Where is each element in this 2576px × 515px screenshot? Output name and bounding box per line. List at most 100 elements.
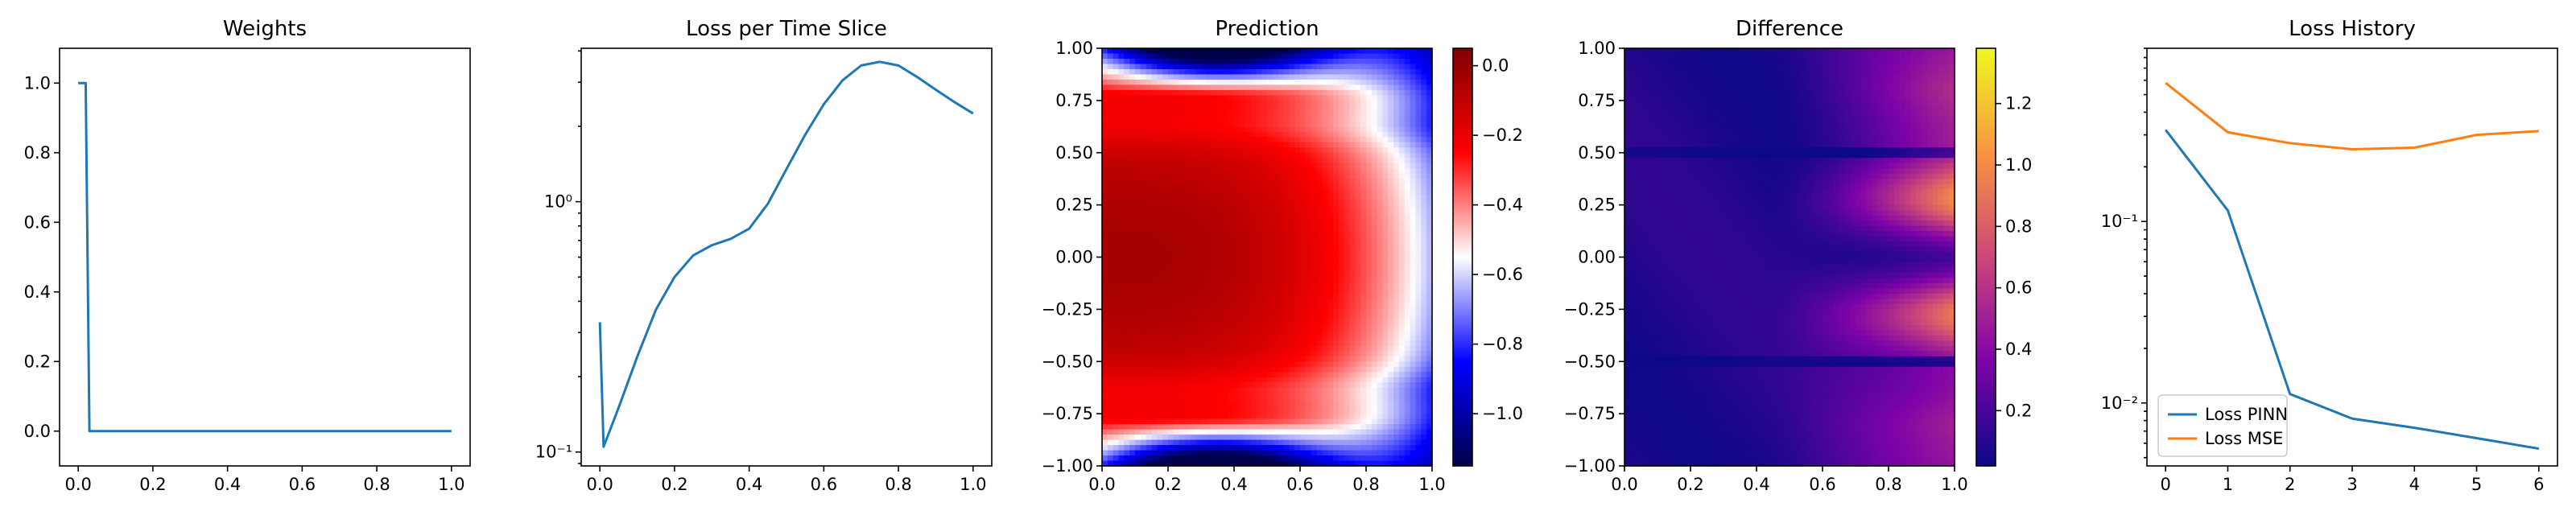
- heatmap-cell: [1278, 204, 1285, 211]
- heatmap-cell: [1256, 210, 1262, 216]
- heatmap-cell: [1223, 183, 1229, 190]
- heatmap-cell: [1327, 200, 1334, 206]
- heatmap-cell: [1388, 403, 1394, 410]
- heatmap-cell: [1393, 303, 1400, 310]
- heatmap-cell: [1113, 262, 1120, 269]
- heatmap-cell: [1366, 439, 1373, 446]
- heatmap-cell: [1256, 351, 1262, 357]
- heatmap-cell: [1217, 231, 1224, 237]
- heatmap-cell: [1360, 445, 1367, 451]
- heatmap-cell: [1151, 314, 1158, 320]
- heatmap-cell: [1223, 231, 1229, 237]
- heatmap-cell: [1245, 105, 1252, 112]
- heatmap-cell: [1157, 215, 1163, 221]
- heatmap-cell: [1267, 179, 1274, 185]
- heatmap-cell: [1415, 168, 1422, 175]
- heatmap-cell: [1173, 435, 1180, 441]
- heatmap-cell: [1212, 183, 1219, 190]
- heatmap-cell: [1179, 200, 1186, 206]
- heatmap-cell: [1195, 351, 1202, 357]
- heatmap-cell: [1278, 351, 1285, 357]
- heatmap-cell: [1102, 200, 1108, 206]
- heatmap-cell: [1415, 241, 1422, 248]
- heatmap-cell: [1360, 210, 1367, 216]
- heatmap-cell: [1399, 424, 1406, 431]
- heatmap-cell: [1212, 116, 1219, 122]
- heatmap-cell: [1234, 231, 1241, 237]
- heatmap-cell: [1371, 74, 1378, 80]
- heatmap-cell: [1118, 173, 1125, 179]
- heatmap-cell: [1206, 68, 1213, 76]
- heatmap-cell: [1388, 95, 1394, 101]
- heatmap-cell: [1377, 179, 1384, 185]
- heatmap-cell: [1294, 89, 1301, 96]
- heatmap-cell: [1366, 398, 1373, 404]
- heatmap-cell: [1173, 314, 1180, 320]
- heatmap-cell: [1421, 393, 1427, 399]
- heatmap-cell: [1206, 126, 1213, 133]
- heatmap-cell: [1245, 418, 1252, 425]
- heatmap-cell: [1371, 225, 1378, 232]
- heatmap-cell: [1245, 445, 1252, 451]
- heatmap-cell: [1129, 345, 1136, 352]
- heatmap-cell: [1261, 246, 1268, 253]
- heatmap-cell: [1245, 330, 1252, 336]
- heatmap-cell: [1349, 257, 1356, 263]
- heatmap-cell: [1360, 200, 1367, 206]
- heatmap-cell: [1404, 168, 1411, 175]
- heatmap-cell: [1426, 278, 1433, 284]
- heatmap-cell: [1349, 435, 1356, 441]
- heatmap-cell: [1349, 252, 1356, 258]
- heatmap-cell: [1195, 372, 1202, 378]
- heatmap-cell: [1118, 225, 1125, 232]
- heatmap-cell: [1261, 372, 1268, 378]
- heatmap-cell: [1382, 100, 1389, 106]
- heatmap-cell: [1316, 194, 1323, 200]
- heatmap-cell: [1212, 189, 1219, 196]
- heatmap-cell: [1190, 53, 1196, 60]
- heatmap-cell: [1311, 241, 1318, 248]
- heatmap-cell: [1228, 340, 1235, 347]
- heatmap-cell: [1102, 429, 1108, 435]
- heatmap-cell: [1261, 377, 1268, 383]
- heatmap-cell: [1107, 147, 1114, 154]
- heatmap-cell: [1146, 393, 1153, 399]
- heatmap-cell: [1195, 179, 1202, 185]
- heatmap-cell: [1267, 152, 1274, 159]
- heatmap-cell: [1283, 100, 1290, 106]
- heatmap-cell: [1195, 382, 1202, 389]
- heatmap-cell: [1217, 398, 1224, 404]
- heatmap-cell: [1179, 79, 1186, 86]
- heatmap-cell: [1129, 418, 1136, 425]
- heatmap-cell: [1102, 356, 1108, 362]
- heatmap-cell: [1135, 194, 1141, 200]
- heatmap-cell: [1228, 450, 1235, 456]
- heatmap-cell: [1399, 435, 1406, 441]
- heatmap-cell: [1366, 68, 1373, 76]
- heatmap-cell: [1212, 345, 1219, 352]
- heatmap-cell: [1228, 110, 1235, 117]
- heatmap-cell: [1195, 314, 1202, 320]
- heatmap-cell: [1113, 95, 1120, 101]
- heatmap-cell: [1168, 414, 1174, 420]
- heatmap-cell: [1256, 257, 1262, 263]
- heatmap-cell: [1322, 293, 1328, 299]
- heatmap-cell: [1305, 340, 1312, 347]
- heatmap-cell: [1162, 424, 1169, 431]
- heatmap-cell: [1201, 418, 1208, 425]
- heatmap-cell: [1140, 345, 1147, 352]
- heatmap-cell: [1300, 272, 1307, 279]
- heatmap-cell: [1624, 314, 1631, 320]
- heatmap-cell: [1426, 257, 1433, 263]
- heatmap-cell: [1410, 183, 1417, 190]
- heatmap-cell: [1146, 147, 1153, 154]
- heatmap-cell: [1217, 387, 1224, 393]
- heatmap-cell: [1322, 189, 1328, 196]
- heatmap-cell: [1184, 121, 1191, 127]
- heatmap-cell: [1140, 366, 1147, 373]
- heatmap-cell: [1624, 403, 1631, 410]
- heatmap-cell: [1102, 179, 1108, 185]
- heatmap-cell: [1393, 345, 1400, 352]
- heatmap-cell: [1256, 158, 1262, 164]
- heatmap-cell: [1124, 183, 1130, 190]
